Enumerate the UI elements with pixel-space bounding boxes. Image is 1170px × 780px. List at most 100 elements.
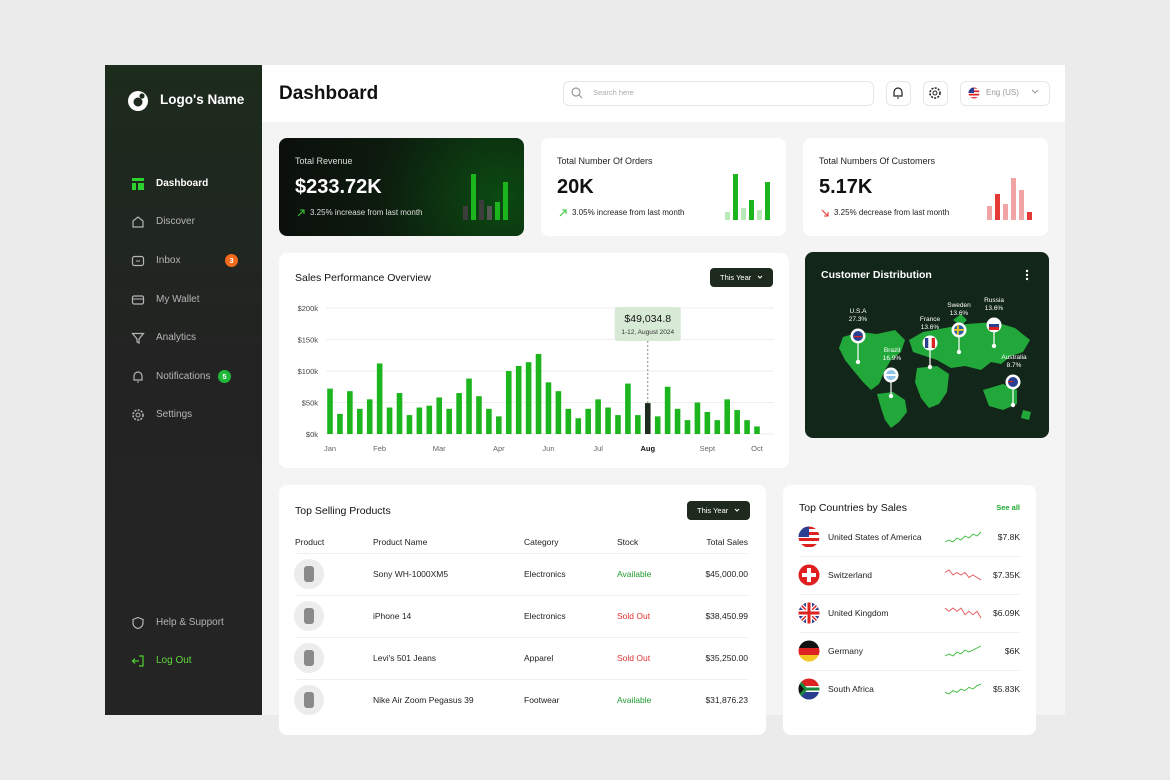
pin-country: Russia: [984, 297, 1004, 304]
trend-arrow: [297, 209, 305, 217]
bar: [496, 416, 502, 434]
bar: [486, 408, 492, 434]
country-sales: $5.83K: [993, 684, 1020, 694]
card-title: Top Countries by Sales: [799, 502, 907, 514]
filter-dropdown[interactable]: [687, 501, 750, 520]
nav-item[interactable]: Notifications: [156, 371, 211, 382]
bar: [694, 402, 701, 434]
column-header: Total Sales: [706, 537, 748, 547]
nav-icon: [133, 371, 143, 383]
nav-item[interactable]: Analytics: [156, 332, 197, 343]
sparkline-line: [944, 569, 982, 581]
pin-label: France 13.6%: [920, 316, 940, 332]
bar: [565, 408, 572, 434]
x-tick-label: Feb: [373, 444, 386, 453]
mini-bar: [765, 182, 770, 220]
product-thumb: [304, 692, 314, 708]
product-thumb: [304, 566, 314, 582]
product-thumb: [304, 650, 314, 666]
product-category: Electronics: [524, 611, 566, 621]
nav-icon: [132, 178, 144, 190]
more-button[interactable]: [1024, 268, 1030, 282]
column-header: Stock: [617, 537, 639, 547]
mini-bar: [1027, 212, 1032, 220]
row-separator: [799, 632, 1020, 633]
pin-label: U.S.A 27.3%: [849, 308, 867, 324]
pin-label: Sweden 13.6%: [947, 302, 971, 318]
sidebar: [105, 65, 262, 715]
row-separator: [799, 594, 1020, 595]
row-separator: [295, 595, 748, 596]
nav-item[interactable]: Log Out: [156, 655, 192, 666]
row-separator: [295, 637, 748, 638]
nav-icon: [131, 655, 144, 667]
bar: [714, 420, 721, 434]
stat-change: 3.25% increase from last month: [310, 208, 423, 217]
pin-country: Australia: [1001, 354, 1027, 361]
bar: [396, 393, 403, 434]
sparkline-line: [944, 531, 982, 543]
nav-icon: [131, 332, 145, 344]
notification-button[interactable]: [886, 81, 911, 106]
mini-bar: [463, 206, 468, 220]
nav-item[interactable]: Dashboard: [156, 178, 209, 189]
nav-item[interactable]: My Wallet: [156, 294, 200, 305]
bar: [635, 415, 641, 434]
bar: [724, 399, 731, 434]
nav-item[interactable]: Settings: [156, 409, 193, 420]
product-name: iPhone 14: [373, 611, 412, 621]
bar: [605, 407, 611, 434]
nav-item[interactable]: Discover: [156, 216, 195, 227]
pin-share: 27.3%: [848, 316, 868, 324]
bar: [585, 408, 591, 434]
country-name: United States of America: [828, 532, 922, 542]
stat-change: 3.25% decrease from last month: [834, 208, 950, 217]
bar: [416, 407, 423, 434]
bar: [625, 383, 631, 434]
product-total: $35,250.00: [705, 653, 748, 663]
mini-bar-chart: [463, 174, 508, 220]
stat-value: 5.17K: [819, 176, 873, 198]
x-tick-label: Jul: [593, 444, 603, 453]
bar: [505, 371, 512, 434]
product-category: Footwear: [524, 695, 560, 705]
see-all-link[interactable]: See all: [996, 503, 1020, 512]
column-header: Product: [295, 537, 325, 547]
language-select[interactable]: [960, 81, 1050, 106]
bar: [545, 382, 552, 434]
stat-change: 3.05% increase from last month: [572, 208, 685, 217]
sparkline: [944, 569, 982, 581]
stat-title: Total Number Of Orders: [557, 156, 653, 166]
countries-card: [783, 485, 1036, 735]
mini-bar: [757, 210, 762, 220]
bar: [654, 416, 661, 434]
pin-share: 13.6%: [949, 310, 969, 318]
nav-item[interactable]: Help & Support: [156, 617, 224, 628]
header: [262, 65, 1065, 122]
mini-bar: [487, 206, 492, 220]
y-tick-label: $150k: [298, 336, 319, 345]
world-map: [839, 314, 1031, 428]
nav-item[interactable]: Inbox: [156, 255, 181, 266]
bar: [446, 408, 452, 434]
bar: [754, 426, 760, 434]
mini-bar: [733, 174, 738, 220]
mini-bar-chart: [725, 174, 770, 220]
x-tick-label: Jan: [324, 444, 336, 453]
filter-dropdown[interactable]: [710, 268, 773, 287]
x-tick-label: Jun: [542, 444, 554, 453]
settings-button[interactable]: [923, 81, 948, 106]
card-title: Customer Distribution: [821, 269, 932, 281]
pin-country: Brazil: [883, 347, 901, 354]
bar: [476, 396, 482, 434]
sparkline: [944, 683, 982, 695]
y-tick-label: $0k: [306, 430, 318, 439]
pin-label: Russia 13.6%: [984, 297, 1004, 313]
search-box[interactable]: [563, 81, 874, 106]
arrow: [821, 209, 829, 217]
bar: [456, 393, 462, 434]
sparkline-line: [944, 645, 982, 657]
flags: [798, 526, 820, 700]
bar: [515, 365, 522, 434]
search-icon: [571, 87, 583, 99]
